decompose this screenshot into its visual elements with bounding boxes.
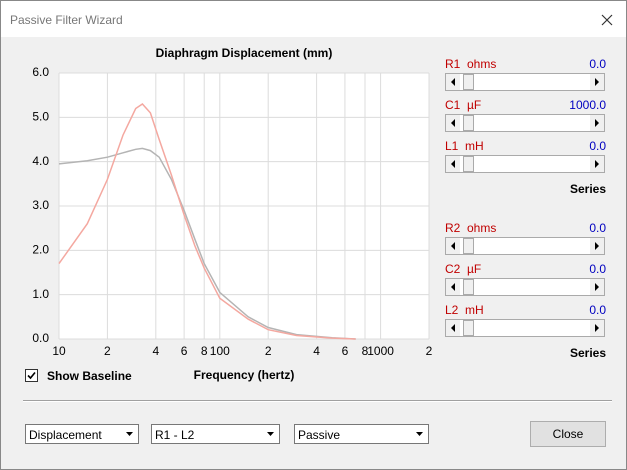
slider-left-button[interactable] bbox=[446, 74, 460, 90]
y-tick-label: 3.0 bbox=[32, 198, 49, 212]
slider-label: L1 mH bbox=[445, 139, 484, 153]
dropdown-text: R1 - L2 bbox=[155, 428, 195, 442]
slider-thumb[interactable] bbox=[463, 156, 474, 172]
slider-label: C1 µF bbox=[445, 98, 482, 112]
slider[interactable] bbox=[445, 155, 605, 173]
slider-value: 0.0 bbox=[589, 303, 606, 317]
slider-right-button[interactable] bbox=[590, 156, 604, 172]
slider-thumb[interactable] bbox=[463, 115, 474, 131]
y-tick-label: 4.0 bbox=[32, 154, 49, 168]
dropdown-arrow[interactable] bbox=[122, 426, 137, 442]
slider[interactable] bbox=[445, 319, 605, 337]
slider-label: R1 ohms bbox=[445, 57, 497, 71]
slider-left-button[interactable] bbox=[446, 320, 460, 336]
slider-value: 0.0 bbox=[589, 57, 606, 71]
slider-left-button[interactable] bbox=[446, 156, 460, 172]
y-tick-label: 2.0 bbox=[32, 243, 49, 257]
dropdown[interactable]: R1 - L2 bbox=[151, 424, 280, 444]
slider-label: C2 µF bbox=[445, 262, 482, 276]
slider-value: 0.0 bbox=[589, 139, 606, 153]
dropdown-arrow[interactable] bbox=[412, 426, 427, 442]
slider-thumb[interactable] bbox=[463, 74, 474, 90]
dropdown[interactable]: Displacement bbox=[25, 424, 139, 444]
slider-right-button[interactable] bbox=[590, 74, 604, 90]
slider-right-button[interactable] bbox=[590, 279, 604, 295]
slider[interactable] bbox=[445, 237, 605, 255]
x-tick-label: 6 bbox=[181, 344, 188, 358]
dropdown-text: Displacement bbox=[29, 428, 102, 442]
slider-right-button[interactable] bbox=[590, 320, 604, 336]
x-axis-label: Frequency (hertz) bbox=[194, 368, 295, 382]
x-tick-label: 1000 bbox=[367, 344, 394, 358]
x-tick-label: 6 bbox=[342, 344, 349, 358]
separator bbox=[23, 400, 612, 402]
slider-value: 1000.0 bbox=[569, 98, 606, 112]
slider[interactable] bbox=[445, 114, 605, 132]
slider-thumb[interactable] bbox=[463, 320, 474, 336]
chart: Diaphragm Displacement (mm) Frequency (h… bbox=[32, 46, 433, 382]
series-label: Series bbox=[569, 182, 606, 196]
series-label: Series bbox=[569, 346, 606, 360]
x-tick-label: 2 bbox=[104, 344, 111, 358]
x-tick-label: 10 bbox=[52, 344, 66, 358]
y-tick-label: 6.0 bbox=[32, 65, 49, 79]
x-tick-label: 8 bbox=[362, 344, 369, 358]
dropdown[interactable]: Passive bbox=[294, 424, 429, 444]
slider-thumb[interactable] bbox=[463, 279, 474, 295]
close-button[interactable]: Close bbox=[530, 421, 606, 447]
x-tick-label: 8 bbox=[201, 344, 208, 358]
title-bar: Passive Filter Wizard bbox=[1, 1, 626, 37]
y-tick-label: 1.0 bbox=[32, 287, 49, 301]
x-tick-label: 4 bbox=[152, 344, 159, 358]
series-line bbox=[58, 103, 356, 340]
x-tick-label: 4 bbox=[313, 344, 320, 358]
slider-right-button[interactable] bbox=[590, 115, 604, 131]
dropdown-text: Passive bbox=[298, 428, 341, 442]
window-title: Passive Filter Wizard bbox=[10, 13, 123, 27]
x-tick-label: 2 bbox=[426, 344, 433, 358]
checkbox-label[interactable]: Show Baseline bbox=[47, 369, 132, 383]
slider[interactable] bbox=[445, 278, 605, 296]
slider-value: 0.0 bbox=[589, 221, 606, 235]
checkbox[interactable] bbox=[25, 369, 38, 382]
slider-value: 0.0 bbox=[589, 262, 606, 276]
slider-thumb[interactable] bbox=[463, 238, 474, 254]
slider-label: R2 ohms bbox=[445, 221, 497, 235]
slider-left-button[interactable] bbox=[446, 115, 460, 131]
slider-left-button[interactable] bbox=[446, 279, 460, 295]
dropdown-arrow[interactable] bbox=[263, 426, 278, 442]
y-tick-label: 0.0 bbox=[32, 331, 49, 345]
slider[interactable] bbox=[445, 73, 605, 91]
x-tick-label: 100 bbox=[210, 344, 230, 358]
x-tick-label: 2 bbox=[265, 344, 272, 358]
y-tick-label: 5.0 bbox=[32, 110, 49, 124]
slider-left-button[interactable] bbox=[446, 238, 460, 254]
close-icon[interactable] bbox=[601, 14, 613, 26]
slider-label: L2 mH bbox=[445, 303, 484, 317]
chart-title: Diaphragm Displacement (mm) bbox=[156, 46, 333, 60]
slider-right-button[interactable] bbox=[590, 238, 604, 254]
